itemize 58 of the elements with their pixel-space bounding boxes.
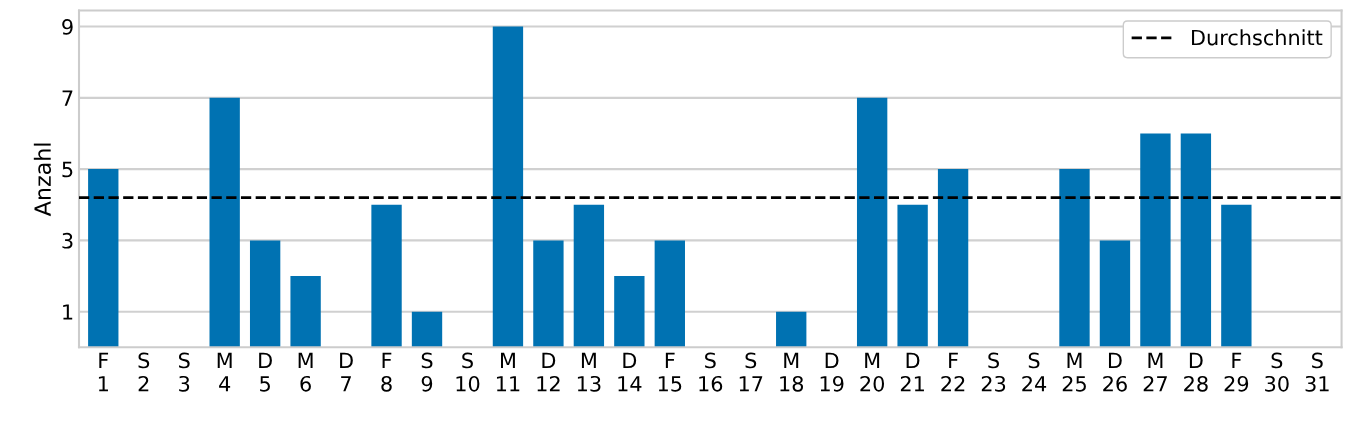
x-tick-label: S 30 bbox=[1265, 352, 1289, 392]
x-tick-label: F 8 bbox=[381, 352, 392, 392]
x-tick-label: M 6 bbox=[298, 352, 313, 392]
x-tick-label: D 12 bbox=[537, 352, 560, 392]
x-tick-label: D 21 bbox=[900, 352, 924, 392]
x-tick-label: S 24 bbox=[1022, 352, 1047, 392]
bar bbox=[1059, 169, 1090, 348]
bar bbox=[573, 204, 605, 348]
legend-label: Durchschnitt bbox=[1192, 29, 1323, 46]
x-tick-label: S 16 bbox=[699, 352, 723, 392]
bar bbox=[209, 97, 240, 348]
y-tick-label: 1 bbox=[63, 304, 73, 320]
x-tick-label: D 5 bbox=[259, 352, 272, 392]
bar bbox=[1180, 133, 1212, 348]
x-tick-label: D 26 bbox=[1103, 352, 1127, 392]
x-tick-label: S 2 bbox=[138, 352, 150, 392]
bar bbox=[897, 204, 928, 348]
x-tick-label: M 13 bbox=[577, 352, 601, 392]
bar bbox=[856, 97, 888, 348]
x-tick-label: F 22 bbox=[941, 352, 965, 392]
bar bbox=[1221, 204, 1252, 348]
x-tick-label: D 28 bbox=[1184, 352, 1208, 392]
x-tick-label: S 3 bbox=[178, 352, 190, 392]
bar bbox=[776, 311, 807, 348]
x-tick-label: S 23 bbox=[981, 352, 1006, 392]
x-tick-label: S 17 bbox=[739, 352, 763, 392]
bar bbox=[614, 276, 645, 348]
bar bbox=[88, 169, 119, 348]
bar bbox=[411, 311, 443, 348]
x-tick-label: D 19 bbox=[820, 352, 844, 392]
x-tick-label: M 11 bbox=[496, 352, 520, 392]
x-tick-label: S 10 bbox=[456, 352, 480, 392]
x-tick-label: M 18 bbox=[780, 352, 804, 392]
x-tick-label: M 4 bbox=[217, 352, 232, 392]
bar bbox=[533, 240, 564, 348]
x-tick-label: S 9 bbox=[421, 352, 433, 392]
bar bbox=[937, 169, 969, 348]
bar bbox=[1140, 133, 1171, 348]
bar bbox=[290, 276, 321, 348]
bar bbox=[654, 240, 685, 348]
x-tick-label: F 1 bbox=[98, 352, 109, 392]
bar bbox=[1099, 240, 1131, 348]
bar bbox=[492, 26, 524, 348]
y-tick-label: 3 bbox=[62, 232, 73, 249]
y-tick-label: 9 bbox=[62, 19, 73, 35]
bar bbox=[249, 240, 281, 348]
y-tick-label: 5 bbox=[62, 161, 73, 178]
x-tick-label: D 14 bbox=[618, 352, 642, 392]
x-tick-label: S 31 bbox=[1305, 352, 1329, 392]
x-tick-label: M 27 bbox=[1143, 352, 1167, 392]
y-tick-label: 7 bbox=[62, 90, 73, 106]
x-tick-label: F 29 bbox=[1224, 352, 1249, 392]
x-tick-label: M 25 bbox=[1062, 352, 1086, 392]
bar bbox=[371, 204, 402, 348]
x-tick-label: F 15 bbox=[658, 352, 682, 392]
y-axis-title: Anzahl bbox=[33, 143, 52, 217]
x-tick-label: M 20 bbox=[860, 352, 885, 392]
x-tick-label: D 7 bbox=[340, 352, 353, 392]
